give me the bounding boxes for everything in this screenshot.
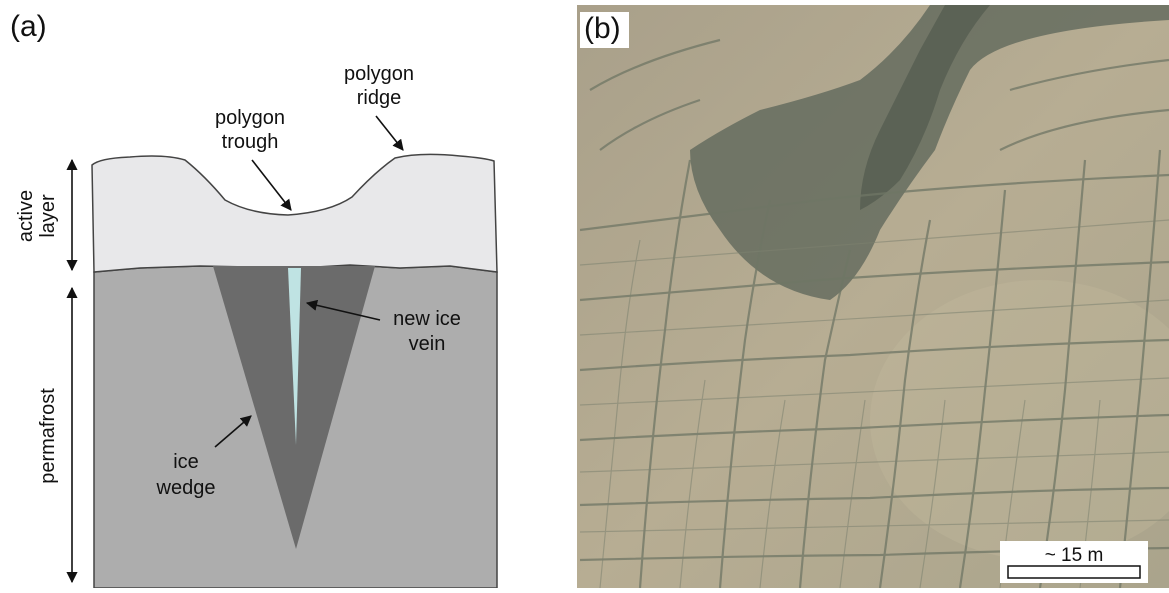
active-layer-label-line1: active bbox=[15, 190, 37, 242]
panel-a-label: (a) bbox=[10, 10, 47, 43]
new-ice-vein-label-line1: new ice bbox=[393, 308, 461, 330]
active-layer-label-line2: layer bbox=[37, 194, 59, 238]
ice-wedge-label-line1: ice bbox=[173, 451, 199, 473]
panel-a-diagram: active layer permafrost polygon ridge po… bbox=[15, 63, 498, 589]
polygon-trough-label-line2: trough bbox=[222, 131, 279, 153]
scale-bar-line bbox=[1007, 565, 1141, 579]
panel-b-label: (b) bbox=[580, 12, 629, 48]
polygon-ridge-label-line1: polygon bbox=[344, 63, 414, 85]
new-ice-vein-shape bbox=[288, 268, 301, 445]
photo-dark-channel-core bbox=[860, 5, 990, 210]
permafrost-label: permafrost bbox=[37, 388, 59, 484]
photo-dark-channel bbox=[690, 5, 1169, 300]
new-ice-vein-arrow bbox=[305, 299, 381, 321]
polygon-ridge-label-line2: ridge bbox=[357, 87, 401, 109]
scale-bar-label: ~ 15 m bbox=[1045, 545, 1104, 566]
polygon-trough-label-line1: polygon bbox=[215, 107, 285, 129]
polygon-trough-arrow bbox=[251, 159, 292, 211]
active-layer-block bbox=[91, 153, 498, 273]
new-ice-vein-label-line2: vein bbox=[409, 333, 446, 355]
scale-bar: ~ 15 m bbox=[1000, 541, 1148, 583]
ice-wedge-arrow bbox=[214, 415, 252, 448]
panel-b-photo bbox=[577, 5, 1169, 588]
ice-wedge-shape bbox=[213, 266, 375, 549]
polygon-ridge-arrow bbox=[375, 115, 404, 151]
ice-wedge-label-line2: wedge bbox=[156, 477, 216, 499]
